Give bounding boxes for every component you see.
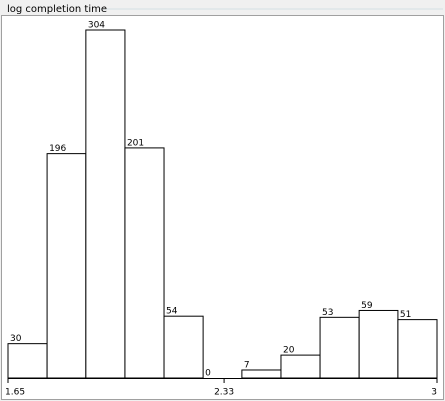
bar-label: 51 <box>400 310 411 320</box>
bar-label: 54 <box>166 307 178 317</box>
bar <box>397 319 438 379</box>
x-tick-label: 1.65 <box>5 388 25 398</box>
bar <box>358 309 399 379</box>
bar <box>163 315 204 379</box>
bar-label: 20 <box>283 346 295 356</box>
bar-label: 201 <box>127 138 144 148</box>
bar-label: 30 <box>10 334 22 344</box>
bar <box>85 29 126 379</box>
panel-title: log completion time <box>7 4 107 15</box>
bar <box>241 369 282 379</box>
bar-label: 59 <box>361 301 373 311</box>
x-tick-label: 3 <box>431 388 437 398</box>
bar-label: 304 <box>88 21 105 31</box>
x-tick-label: 2.33 <box>214 388 234 398</box>
bar <box>46 153 87 379</box>
bar <box>124 147 165 379</box>
bar <box>280 354 321 379</box>
bar-label: 53 <box>322 308 333 318</box>
bar-label: 196 <box>49 144 66 154</box>
bar-label: 7 <box>244 360 250 370</box>
bar <box>319 316 360 379</box>
bar <box>7 343 48 379</box>
bar-label: 0 <box>205 369 211 379</box>
